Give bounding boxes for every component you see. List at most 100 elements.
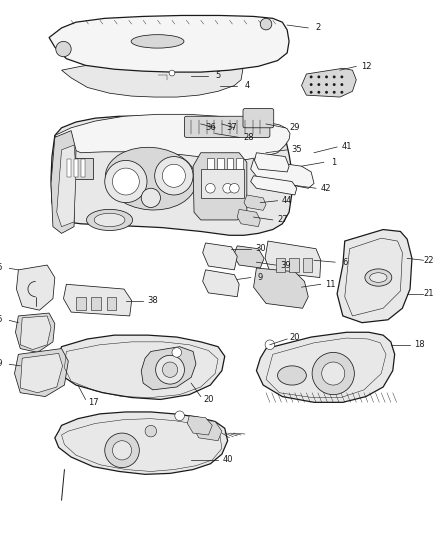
- Circle shape: [325, 76, 328, 78]
- Text: 18: 18: [414, 340, 425, 349]
- Circle shape: [260, 18, 272, 30]
- Polygon shape: [265, 241, 321, 278]
- Text: 28: 28: [244, 133, 254, 142]
- Polygon shape: [20, 353, 63, 393]
- Circle shape: [223, 183, 233, 193]
- Text: 25: 25: [0, 316, 3, 324]
- Circle shape: [265, 340, 275, 350]
- Circle shape: [105, 433, 139, 467]
- Circle shape: [113, 441, 132, 460]
- Circle shape: [310, 83, 313, 86]
- FancyBboxPatch shape: [243, 109, 274, 128]
- Bar: [64, 158, 93, 179]
- Circle shape: [340, 83, 343, 86]
- Circle shape: [325, 91, 328, 94]
- Circle shape: [340, 76, 343, 78]
- Circle shape: [155, 157, 193, 195]
- Circle shape: [162, 164, 185, 187]
- Bar: [276, 259, 285, 272]
- Text: 11: 11: [325, 280, 336, 289]
- Text: 29: 29: [290, 123, 300, 132]
- Polygon shape: [64, 284, 132, 316]
- Polygon shape: [57, 145, 76, 227]
- Polygon shape: [237, 209, 260, 227]
- Bar: [208, 158, 214, 169]
- Text: 38: 38: [147, 296, 158, 305]
- Polygon shape: [49, 15, 289, 72]
- Text: 6: 6: [342, 257, 347, 266]
- Circle shape: [175, 411, 184, 421]
- Polygon shape: [256, 332, 395, 402]
- Text: 4: 4: [244, 81, 250, 90]
- Text: 21: 21: [423, 289, 434, 298]
- Text: 39: 39: [280, 261, 290, 270]
- Bar: [74, 159, 78, 177]
- Polygon shape: [187, 416, 212, 435]
- Circle shape: [318, 76, 320, 78]
- Circle shape: [322, 362, 345, 385]
- Text: 9: 9: [258, 273, 263, 282]
- Polygon shape: [17, 265, 55, 310]
- Polygon shape: [55, 335, 225, 399]
- Text: 44: 44: [282, 196, 293, 205]
- Text: 41: 41: [342, 142, 352, 151]
- FancyBboxPatch shape: [184, 116, 270, 138]
- Polygon shape: [51, 116, 292, 235]
- Circle shape: [141, 188, 160, 207]
- Polygon shape: [244, 195, 266, 211]
- Bar: [236, 158, 243, 169]
- Ellipse shape: [87, 209, 133, 230]
- Polygon shape: [15, 313, 55, 352]
- Text: 40: 40: [223, 455, 233, 464]
- Circle shape: [310, 91, 313, 94]
- Polygon shape: [233, 246, 264, 268]
- Ellipse shape: [365, 269, 392, 286]
- Ellipse shape: [278, 366, 306, 385]
- Text: 36: 36: [205, 123, 216, 132]
- Circle shape: [312, 352, 354, 394]
- Circle shape: [333, 76, 336, 78]
- Circle shape: [333, 91, 336, 94]
- Polygon shape: [55, 115, 290, 159]
- Polygon shape: [51, 131, 76, 233]
- Ellipse shape: [94, 213, 125, 227]
- Bar: [289, 259, 299, 272]
- Circle shape: [205, 183, 215, 193]
- Polygon shape: [20, 316, 51, 350]
- Circle shape: [105, 160, 147, 203]
- Polygon shape: [251, 176, 297, 195]
- Bar: [107, 297, 116, 310]
- Text: 19: 19: [0, 359, 3, 368]
- Circle shape: [155, 356, 184, 384]
- Circle shape: [340, 91, 343, 94]
- Circle shape: [172, 348, 182, 357]
- Polygon shape: [141, 346, 196, 390]
- Bar: [201, 169, 244, 198]
- Bar: [91, 297, 101, 310]
- Text: 35: 35: [291, 146, 302, 155]
- Circle shape: [325, 83, 328, 86]
- Circle shape: [318, 91, 320, 94]
- Text: 12: 12: [360, 62, 371, 71]
- Text: 27: 27: [277, 215, 288, 224]
- Text: 1: 1: [331, 158, 336, 167]
- Text: 30: 30: [255, 244, 265, 253]
- Polygon shape: [301, 68, 356, 97]
- Polygon shape: [203, 270, 239, 297]
- Text: 37: 37: [226, 123, 237, 132]
- Polygon shape: [14, 349, 68, 397]
- Text: 17: 17: [88, 398, 99, 407]
- Text: 15: 15: [0, 263, 3, 272]
- Circle shape: [230, 183, 239, 193]
- Polygon shape: [251, 159, 314, 188]
- Ellipse shape: [105, 147, 196, 210]
- Polygon shape: [254, 268, 308, 308]
- Bar: [76, 297, 85, 310]
- Circle shape: [162, 362, 178, 377]
- Bar: [81, 159, 85, 177]
- Text: 20: 20: [290, 333, 300, 342]
- Polygon shape: [254, 153, 289, 172]
- Polygon shape: [193, 153, 247, 220]
- Ellipse shape: [131, 35, 184, 48]
- Polygon shape: [62, 61, 244, 97]
